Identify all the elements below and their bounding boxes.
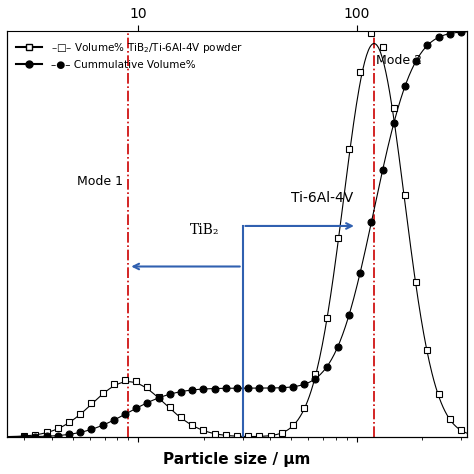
Text: Mode 1: Mode 1: [77, 175, 123, 189]
Text: TiB₂: TiB₂: [190, 223, 219, 237]
X-axis label: Particle size / μm: Particle size / μm: [164, 452, 310, 467]
Text: Ti-6Al-4V: Ti-6Al-4V: [291, 191, 353, 205]
Text: Mode 2: Mode 2: [376, 54, 422, 67]
Legend: –□– Volume% TiB$_2$/Ti-6Al-4V powder, –●– Cummulative Volume%: –□– Volume% TiB$_2$/Ti-6Al-4V powder, –●…: [12, 36, 247, 74]
